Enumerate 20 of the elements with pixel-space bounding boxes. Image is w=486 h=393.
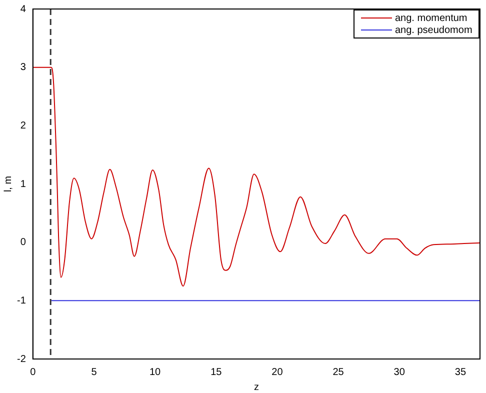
y-tick-label: 4 xyxy=(20,4,26,15)
x-tick-label: 15 xyxy=(210,366,222,378)
x-axis-title: z xyxy=(254,382,259,393)
y-tick-label: -1 xyxy=(16,295,26,306)
x-tick-label: 35 xyxy=(454,366,466,378)
y-tick-label: 2 xyxy=(20,120,26,132)
x-tick-label: 0 xyxy=(30,366,36,378)
y-tick-label: 3 xyxy=(20,62,26,74)
legend-label: ang. momentum xyxy=(395,12,468,24)
line-series xyxy=(32,66,480,287)
x-tick-label: 25 xyxy=(332,366,344,378)
y-tick-label: 1 xyxy=(20,178,26,190)
x-tick-label: 5 xyxy=(91,366,98,378)
y-tick-label: -2 xyxy=(16,354,26,365)
x-tick-label: 20 xyxy=(272,366,284,378)
y-tick-label: 0 xyxy=(20,237,26,248)
x-tick-label: 10 xyxy=(149,366,162,378)
x-tick-label: 30 xyxy=(394,366,406,378)
y-axis-title: l, m xyxy=(2,176,14,192)
legend-label: ang. pseudomom xyxy=(395,24,472,36)
